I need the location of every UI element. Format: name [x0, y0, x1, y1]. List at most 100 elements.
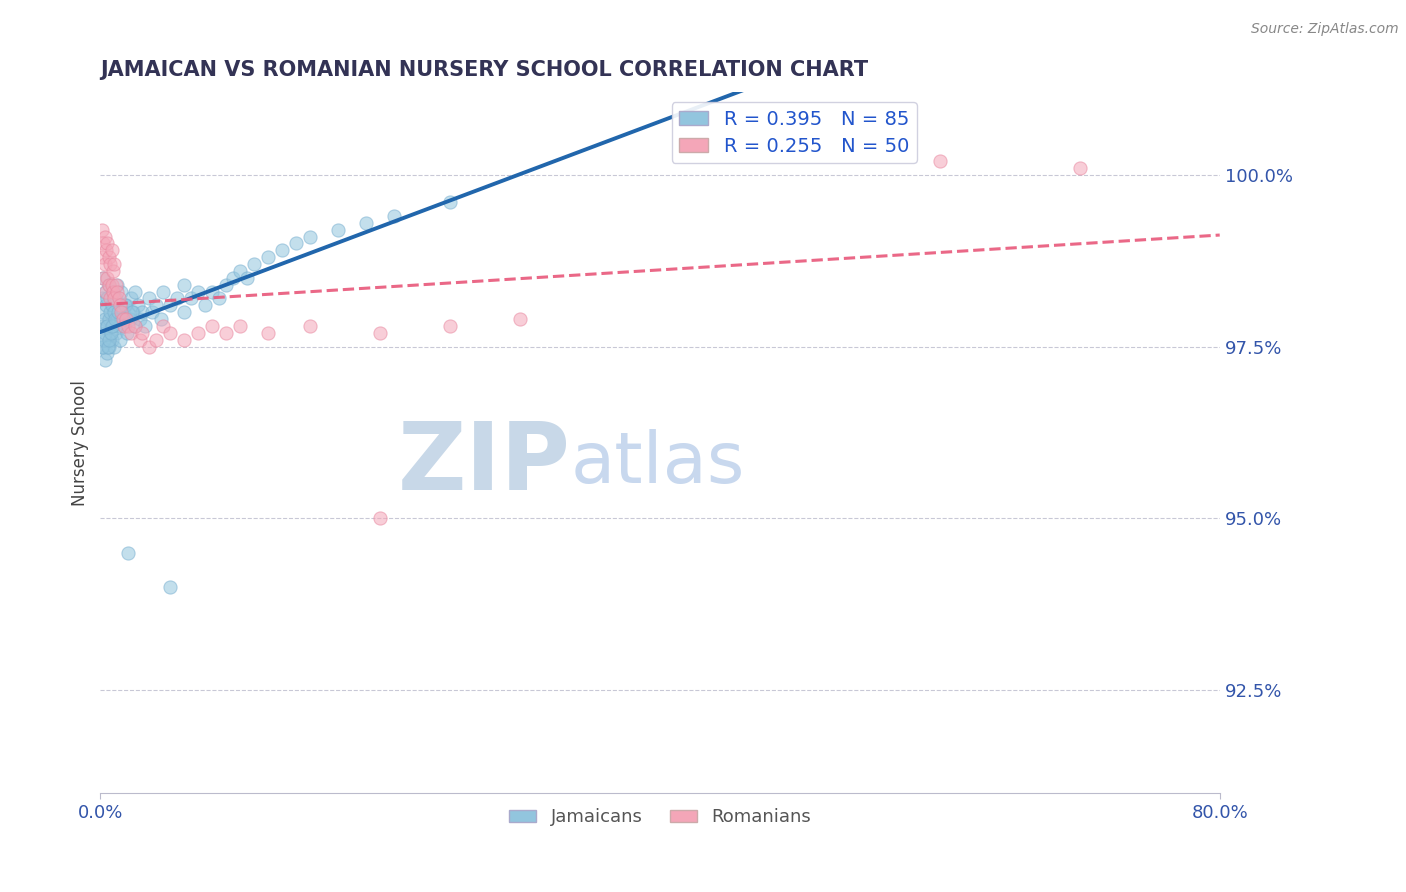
Point	[127, 298, 149, 312]
Point	[90, 318, 112, 333]
Point	[124, 285, 146, 299]
Point	[100, 333, 122, 347]
Point	[120, 292, 142, 306]
Point	[299, 229, 322, 244]
Point	[117, 546, 139, 560]
Point	[108, 333, 131, 347]
Point	[117, 305, 139, 319]
Point	[91, 270, 114, 285]
Point	[104, 292, 127, 306]
Point	[1069, 161, 1091, 175]
Point	[180, 292, 202, 306]
Point	[98, 292, 121, 306]
Point	[107, 318, 129, 333]
Point	[91, 340, 114, 354]
Point	[121, 305, 143, 319]
Point	[159, 326, 181, 340]
Point	[257, 250, 280, 264]
Point	[166, 292, 188, 306]
Point	[285, 236, 308, 251]
Point	[105, 312, 128, 326]
Point	[107, 305, 129, 319]
Point	[368, 326, 391, 340]
Point	[96, 318, 118, 333]
Point	[98, 257, 121, 271]
Y-axis label: Nursery School: Nursery School	[72, 380, 89, 506]
Point	[243, 257, 266, 271]
Point	[110, 285, 132, 299]
Point	[104, 277, 127, 292]
Point	[91, 305, 114, 319]
Point	[159, 298, 181, 312]
Point	[222, 270, 245, 285]
Text: Source: ZipAtlas.com: Source: ZipAtlas.com	[1251, 22, 1399, 37]
Text: ZIP: ZIP	[398, 417, 571, 510]
Point	[90, 292, 112, 306]
Point	[112, 318, 135, 333]
Point	[141, 305, 163, 319]
Point	[100, 277, 122, 292]
Point	[97, 312, 120, 326]
Point	[110, 312, 132, 326]
Point	[91, 340, 114, 354]
Point	[96, 318, 118, 333]
Point	[145, 333, 167, 347]
Point	[97, 340, 120, 354]
Point	[138, 292, 160, 306]
Point	[236, 270, 259, 285]
Point	[128, 312, 150, 326]
Point	[103, 292, 125, 306]
Point	[93, 353, 115, 368]
Point	[98, 333, 121, 347]
Point	[173, 333, 195, 347]
Point	[215, 277, 238, 292]
Point	[104, 326, 127, 340]
Point	[94, 298, 117, 312]
Point	[94, 333, 117, 347]
Point	[108, 298, 131, 312]
Point	[187, 326, 209, 340]
Point	[96, 346, 118, 360]
Point	[271, 244, 294, 258]
Point	[111, 305, 134, 319]
Point	[101, 318, 124, 333]
Point	[100, 244, 122, 258]
Point	[138, 340, 160, 354]
Point	[111, 312, 134, 326]
Point	[97, 250, 120, 264]
Text: JAMAICAN VS ROMANIAN NURSERY SCHOOL CORRELATION CHART: JAMAICAN VS ROMANIAN NURSERY SCHOOL CORR…	[100, 60, 869, 79]
Text: atlas: atlas	[571, 429, 745, 499]
Point	[354, 216, 377, 230]
Point	[134, 318, 156, 333]
Point	[104, 312, 127, 326]
Point	[173, 277, 195, 292]
Point	[93, 257, 115, 271]
Point	[101, 318, 124, 333]
Point	[94, 244, 117, 258]
Point	[215, 326, 238, 340]
Point	[97, 277, 120, 292]
Point	[90, 250, 112, 264]
Point	[98, 326, 121, 340]
Point	[112, 318, 135, 333]
Point	[152, 285, 174, 299]
Point	[114, 298, 136, 312]
Point	[114, 298, 136, 312]
Point	[110, 305, 132, 319]
Point	[90, 223, 112, 237]
Point	[128, 333, 150, 347]
Legend: Jamaicans, Romanians: Jamaicans, Romanians	[502, 801, 818, 833]
Point	[101, 285, 124, 299]
Point	[105, 285, 128, 299]
Point	[118, 312, 141, 326]
Point	[103, 305, 125, 319]
Point	[145, 298, 167, 312]
Point	[439, 195, 461, 210]
Point	[103, 257, 125, 271]
Point	[201, 285, 224, 299]
Point	[120, 326, 142, 340]
Point	[509, 312, 531, 326]
Point	[368, 511, 391, 525]
Point	[187, 285, 209, 299]
Point	[201, 318, 224, 333]
